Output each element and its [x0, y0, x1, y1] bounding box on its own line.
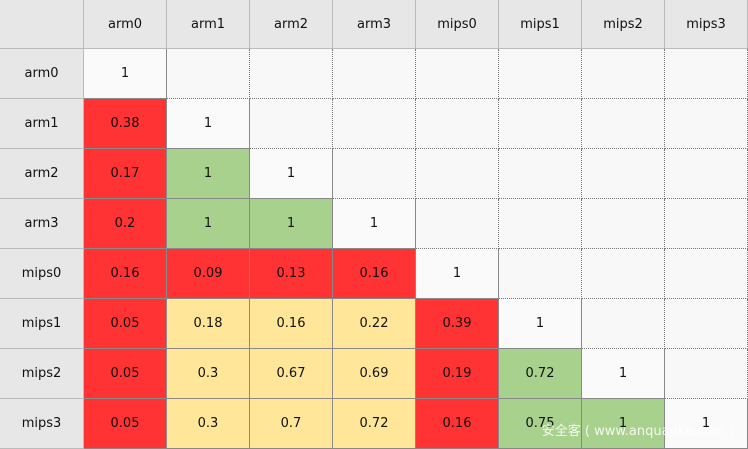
empty-cell [333, 149, 416, 199]
row-header: arm0 [0, 49, 84, 99]
value-cell: 1 [333, 199, 416, 249]
value-cell: 0.19 [416, 349, 499, 399]
empty-cell [582, 299, 665, 349]
value-cell: 0.7 [250, 399, 333, 449]
empty-cell [416, 149, 499, 199]
empty-cell [665, 49, 748, 99]
empty-cell [416, 99, 499, 149]
empty-cell [582, 99, 665, 149]
value-cell: 0.2 [84, 199, 167, 249]
value-cell: 0.69 [333, 349, 416, 399]
column-header: arm2 [250, 0, 333, 49]
column-header: arm0 [84, 0, 167, 49]
empty-cell [665, 199, 748, 249]
empty-cell [416, 199, 499, 249]
row-header: mips1 [0, 299, 84, 349]
empty-cell [665, 299, 748, 349]
value-cell: 1 [167, 99, 250, 149]
empty-cell [665, 99, 748, 149]
empty-cell [582, 199, 665, 249]
value-cell: 0.16 [250, 299, 333, 349]
empty-cell [167, 49, 250, 99]
value-cell: 0.72 [499, 349, 582, 399]
value-cell: 1 [499, 299, 582, 349]
value-cell: 0.05 [84, 399, 167, 449]
value-cell: 0.39 [416, 299, 499, 349]
empty-cell [582, 49, 665, 99]
empty-cell [250, 49, 333, 99]
value-cell: 0.3 [167, 399, 250, 449]
column-header: mips0 [416, 0, 499, 49]
column-header: mips3 [665, 0, 748, 49]
value-cell: 1 [582, 349, 665, 399]
value-cell: 0.3 [167, 349, 250, 399]
value-cell: 0.13 [250, 249, 333, 299]
column-header: arm1 [167, 0, 250, 49]
column-header: mips2 [582, 0, 665, 49]
column-header: arm3 [333, 0, 416, 49]
value-cell: 1 [416, 249, 499, 299]
value-cell: 0.05 [84, 349, 167, 399]
empty-cell [499, 249, 582, 299]
empty-cell [499, 99, 582, 149]
row-header: mips2 [0, 349, 84, 399]
row-header: arm3 [0, 199, 84, 249]
value-cell: 0.16 [416, 399, 499, 449]
row-header: arm2 [0, 149, 84, 199]
corner-cell [0, 0, 84, 49]
value-cell: 0.18 [167, 299, 250, 349]
value-cell: 0.72 [333, 399, 416, 449]
row-header: mips0 [0, 249, 84, 299]
value-cell: 1 [167, 149, 250, 199]
value-cell: 1 [167, 199, 250, 249]
empty-cell [333, 99, 416, 149]
empty-cell [499, 199, 582, 249]
empty-cell [416, 49, 499, 99]
value-cell: 0.22 [333, 299, 416, 349]
empty-cell [582, 249, 665, 299]
row-header: mips3 [0, 399, 84, 449]
watermark: 安全客 ( www.anquanke.com ) [541, 424, 734, 439]
value-cell: 0.09 [167, 249, 250, 299]
value-cell: 1 [250, 199, 333, 249]
value-cell: 0.16 [333, 249, 416, 299]
empty-cell [665, 349, 748, 399]
value-cell: 1 [250, 149, 333, 199]
value-cell: 1 [582, 399, 665, 449]
empty-cell [250, 99, 333, 149]
empty-cell [582, 149, 665, 199]
empty-cell [333, 49, 416, 99]
value-cell: 0.16 [84, 249, 167, 299]
value-cell: 0.38 [84, 99, 167, 149]
value-cell: 0.17 [84, 149, 167, 199]
value-cell: 0.75 [499, 399, 582, 449]
value-cell: 0.67 [250, 349, 333, 399]
value-cell: 1 [84, 49, 167, 99]
empty-cell [499, 149, 582, 199]
row-header: arm1 [0, 99, 84, 149]
value-cell: 0.05 [84, 299, 167, 349]
empty-cell [665, 149, 748, 199]
column-header: mips1 [499, 0, 582, 49]
empty-cell [499, 49, 582, 99]
empty-cell [665, 249, 748, 299]
